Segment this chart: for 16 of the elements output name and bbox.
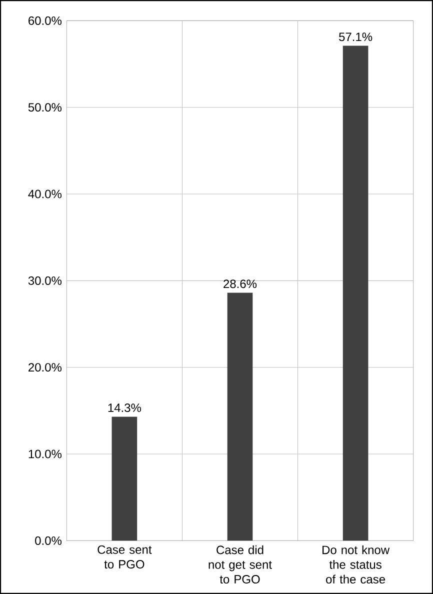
bar [227,292,253,541]
y-tick-label: 20.0% [28,363,62,372]
y-tick-label: 40.0% [28,190,62,198]
bar [342,46,368,541]
y-tick-label: 60.0% [28,16,62,25]
y-tick-label: 0.0% [35,536,62,545]
y-tick-label: 30.0% [28,276,62,285]
x-tick-label: Do not know the status of the case [322,545,390,584]
data-label: 57.1% [339,32,372,42]
y-tick-label: 50.0% [28,103,62,112]
x-tick-label: Case sent to PGO [98,545,152,569]
bar [112,416,138,541]
data-label: 28.6% [224,280,257,288]
x-tick-label: Case did not get sent to PGO [208,545,272,584]
y-tick-label: 10.0% [28,450,62,458]
data-label: 14.3% [108,404,142,412]
